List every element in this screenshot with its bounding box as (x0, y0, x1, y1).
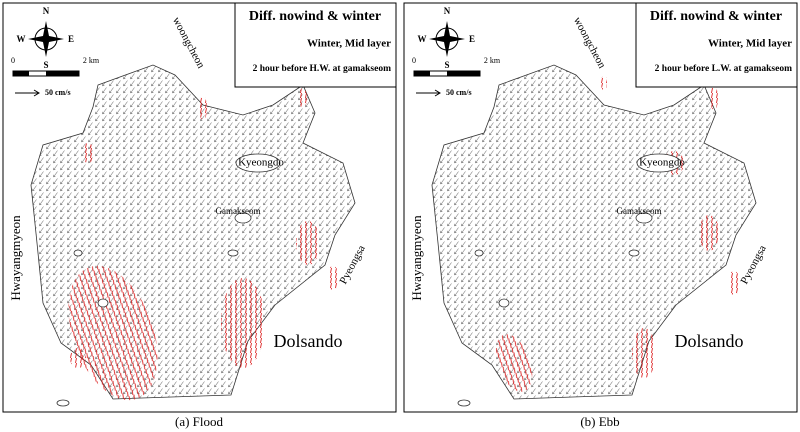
difference-vectors (221, 278, 265, 368)
place-label: Gamakseom (216, 206, 261, 216)
map-panel: Diff. nowind & winter Winter, Mid layer 2 … (2, 2, 397, 413)
scale-bar-fill (13, 71, 29, 76)
compass-letter: E (469, 34, 475, 44)
island (628, 249, 640, 257)
island (56, 399, 70, 407)
difference-vectors (699, 215, 719, 251)
difference-vectors (296, 221, 320, 265)
difference-vectors (70, 348, 86, 368)
scale-label: 0 (412, 56, 416, 65)
map-panel: Diff. nowind & winter Winter, Mid layer 2 … (403, 2, 798, 413)
island (498, 298, 510, 308)
place-label: Kyeongdo (639, 157, 685, 169)
place-label: Kyeongdo (238, 157, 284, 169)
place-label: Hwayangmyeon (409, 215, 424, 301)
compass-letter: W (17, 34, 26, 44)
scale-bar-fill (46, 71, 79, 76)
island (636, 153, 682, 173)
island (474, 249, 484, 257)
map-note: 2 hour before H.W. at gamakseom (253, 64, 391, 74)
map-title: Diff. nowind & winter (249, 9, 381, 24)
difference-vectors (82, 143, 94, 163)
difference-vectors (632, 328, 656, 378)
island (234, 212, 252, 224)
scale-bar-fill (447, 71, 480, 76)
difference-vectors (68, 265, 158, 401)
legend-box (234, 2, 397, 88)
compass-letter: W (418, 34, 427, 44)
compass-star (429, 21, 465, 57)
vector-scale-label: 50 cm/s (446, 88, 472, 97)
difference-vectors (199, 96, 207, 120)
place-label: Dolsando (675, 331, 744, 351)
panel-caption: (b) Ebb (580, 414, 619, 429)
compass-star (28, 21, 64, 57)
vector-scale-arrow (15, 89, 40, 97)
water-vectors (431, 64, 757, 400)
legend-box (635, 2, 798, 88)
map-subtitle: Winter, Mid layer (708, 38, 792, 50)
vector-scale-arrow (416, 89, 441, 97)
island (97, 298, 109, 308)
island (235, 153, 281, 173)
map-title: Diff. nowind & winter (650, 9, 782, 24)
island (227, 249, 239, 257)
difference-vectors (299, 88, 307, 108)
compass-letter: S (444, 60, 449, 70)
difference-vectors (495, 334, 533, 392)
map-note: 2 hour before L.W. at gamakseom (655, 64, 792, 74)
island (457, 399, 471, 407)
place-label: Gamakseom (617, 206, 662, 216)
place-label: Dolsando (274, 331, 343, 351)
compass-letter: E (68, 34, 74, 44)
scale-label: 2 km (484, 56, 501, 65)
place-label: Hwayangmyeon (8, 215, 23, 301)
compass-letter: N (43, 6, 50, 16)
difference-vectors (710, 86, 718, 110)
island (635, 212, 653, 224)
difference-vectors (728, 271, 740, 295)
scale-label: 0 (11, 56, 15, 65)
scale-bar-fill (414, 71, 430, 76)
difference-vectors (327, 266, 339, 290)
compass-letter: S (43, 60, 48, 70)
vector-scale-label: 50 cm/s (45, 88, 71, 97)
map-subtitle: Winter, Mid layer (307, 38, 391, 50)
compass-letter: N (444, 6, 451, 16)
panel-caption: (a) Flood (175, 414, 224, 429)
island (73, 249, 83, 257)
scale-label: 2 km (83, 56, 100, 65)
difference-vectors (601, 75, 607, 91)
